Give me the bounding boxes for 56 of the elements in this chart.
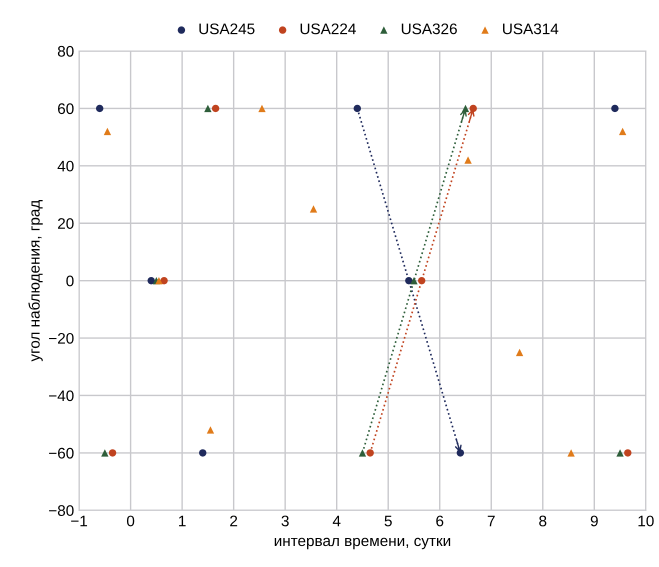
x-tick-label: 7 <box>488 516 495 526</box>
point <box>470 104 477 112</box>
x-tick-label: −1 <box>71 516 88 526</box>
point <box>148 276 155 284</box>
point <box>366 449 374 457</box>
y-tick-label: 60 <box>58 103 74 114</box>
point <box>155 276 163 284</box>
point <box>204 104 212 112</box>
point <box>464 156 472 164</box>
x-tick-label: 5 <box>384 516 392 526</box>
point <box>405 276 412 284</box>
point <box>410 276 418 284</box>
point <box>462 104 470 112</box>
x-tick-label: 8 <box>539 516 546 526</box>
x-axis-title: интервал времени, сутки <box>274 538 450 550</box>
x-tick-label: 10 <box>638 516 654 526</box>
y-tick-label: 20 <box>58 218 74 229</box>
point <box>199 449 206 457</box>
x-tick-label: 3 <box>282 516 289 526</box>
y-tick-label: −80 <box>49 505 74 516</box>
point <box>618 128 626 136</box>
point <box>456 449 464 457</box>
point <box>354 104 361 112</box>
y-tick-label: −20 <box>49 332 74 344</box>
x-tick-label: 1 <box>179 516 186 526</box>
x-tick-label: 6 <box>436 516 444 526</box>
point <box>96 104 104 112</box>
y-tick-label: 0 <box>66 276 74 286</box>
y-tick-label: 40 <box>58 160 74 172</box>
legend-label: USA224 <box>300 23 356 34</box>
point <box>206 426 214 434</box>
point <box>101 449 109 457</box>
x-tick-label: 0 <box>126 516 134 526</box>
point <box>611 104 619 112</box>
point <box>212 104 220 112</box>
legend-label: USA245 <box>199 23 254 34</box>
x-tick-label: 9 <box>590 516 598 526</box>
point <box>258 104 266 112</box>
point <box>418 276 426 284</box>
x-tick-label: 2 <box>230 516 238 526</box>
legend-label: USA326 <box>402 23 457 34</box>
point <box>310 205 318 213</box>
point <box>567 449 575 457</box>
y-axis-title: угол наблюдения, град <box>28 200 43 362</box>
point <box>358 449 366 457</box>
legend-label: USA314 <box>503 23 558 34</box>
point <box>516 348 524 356</box>
y-tick-label: −40 <box>49 390 74 402</box>
point <box>160 276 168 284</box>
y-tick-label: 80 <box>58 46 74 57</box>
x-tick-label: 4 <box>332 516 340 526</box>
point <box>624 449 632 457</box>
y-tick-label: −60 <box>49 448 74 459</box>
point <box>616 449 624 457</box>
point <box>104 128 112 136</box>
point <box>108 449 116 457</box>
